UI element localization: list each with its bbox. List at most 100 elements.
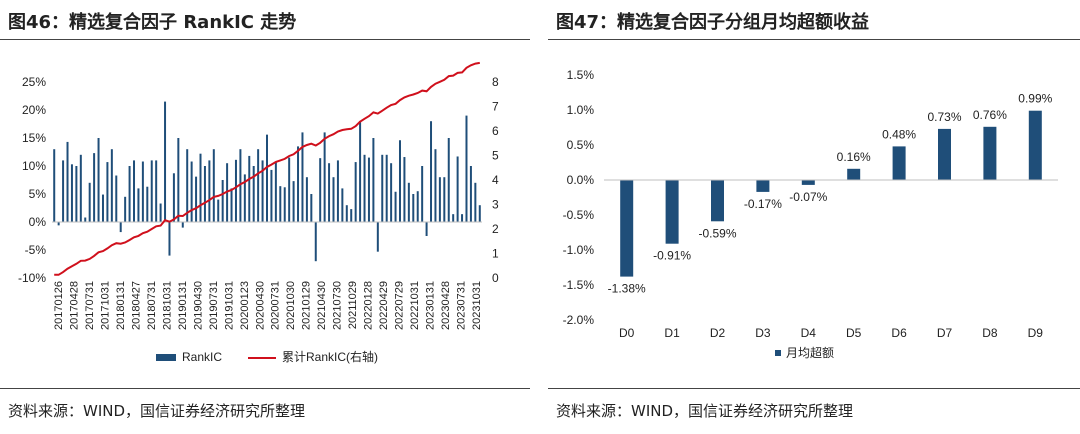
y-left-tick-label: 15% xyxy=(22,131,46,145)
rankic-bar xyxy=(230,188,233,222)
rankic-bar xyxy=(447,138,450,222)
rankic-bar xyxy=(367,157,370,222)
rankic-bar xyxy=(221,180,224,222)
rankic-bar xyxy=(208,160,211,222)
rankic-bar xyxy=(372,138,375,222)
legend-cumulative-label: 累计RankIC(右轴) xyxy=(282,349,378,364)
y-tick-label: -1.0% xyxy=(563,243,595,257)
rankic-bar xyxy=(93,153,96,222)
y-left-tick-label: 0% xyxy=(29,215,47,229)
rankic-bar xyxy=(155,160,158,222)
rankic-bar xyxy=(261,160,264,222)
x-category-label: D3 xyxy=(755,326,771,340)
rankic-bar xyxy=(288,157,291,222)
bar-value-label: 0.76% xyxy=(973,108,1007,122)
rankic-bar xyxy=(53,149,56,222)
x-tick-label: 20230428 xyxy=(440,281,452,330)
rankic-bar xyxy=(186,149,189,222)
rankic-bar xyxy=(75,166,78,222)
left-title-divider xyxy=(0,39,530,40)
rankic-bar xyxy=(323,132,326,222)
x-tick-label: 20230731 xyxy=(456,281,468,330)
rankic-bar xyxy=(97,138,100,222)
x-tick-label: 20211029 xyxy=(347,281,359,329)
rankic-bar xyxy=(199,153,202,222)
y-right-tick-label: 6 xyxy=(492,124,499,138)
rankic-bar xyxy=(195,176,198,222)
y-right-tick-label: 2 xyxy=(492,222,499,236)
rankic-bar xyxy=(443,177,446,222)
rankic-bar xyxy=(84,217,87,222)
x-tick-label: 20170731 xyxy=(84,281,96,330)
rankic-bar xyxy=(190,161,193,222)
rankic-bar xyxy=(310,194,313,222)
left-chart-title: 图46：精选复合因子 RankIC 走势 xyxy=(8,12,297,33)
y-right-tick-label: 0 xyxy=(492,271,499,285)
decile-bar xyxy=(983,126,997,180)
rankic-bar xyxy=(336,160,339,222)
x-category-label: D8 xyxy=(982,326,998,340)
y-tick-label: -0.5% xyxy=(563,208,595,222)
rankic-bar xyxy=(106,162,109,222)
cumulative-rankic-line xyxy=(54,61,480,276)
right-source-divider xyxy=(548,388,1080,389)
x-tick-label: 20180731 xyxy=(146,281,158,330)
x-category-label: D2 xyxy=(710,326,726,340)
rankic-bar xyxy=(430,121,433,222)
decile-bar xyxy=(756,180,770,192)
group-excess-return-chart: -2.0% -1.5% -1.0% -0.5% 0.0% 0.5% 1.0% 1.5% -1.3… xyxy=(563,68,1058,360)
decile-bar xyxy=(892,146,906,180)
x-tick-label: 20201030 xyxy=(285,281,297,330)
left-source-divider xyxy=(0,388,530,389)
x-tick-label: 20210730 xyxy=(332,281,344,330)
rankic-bar xyxy=(394,191,397,222)
bar-value-label: 0.99% xyxy=(1018,92,1052,106)
rankic-bar xyxy=(137,188,140,222)
rankic-bar xyxy=(425,222,428,236)
y-tick-label: 0.5% xyxy=(567,138,595,152)
x-category-label: D0 xyxy=(619,326,635,340)
y-left-tick-label: 20% xyxy=(22,103,46,117)
rankic-bar xyxy=(252,166,255,222)
legend-rankic-label: RankIC xyxy=(182,350,222,364)
rankic-bar xyxy=(385,154,388,222)
rankic-bar xyxy=(345,205,348,222)
right-chart-panel: 图47：精选复合因子分组月均超额收益 -2.0% -1.5% -1.0% -0.5% 0… xyxy=(548,0,1080,434)
rankic-bar xyxy=(62,160,65,222)
rankic-bar xyxy=(452,214,455,222)
decile-bar xyxy=(620,180,634,277)
rankic-bar xyxy=(341,188,344,222)
rankic-bar xyxy=(66,141,69,222)
rankic-bar xyxy=(279,186,282,222)
rankic-bar xyxy=(407,182,410,222)
x-category-label: D6 xyxy=(891,326,907,340)
y-tick-label: 1.0% xyxy=(567,103,595,117)
y-tick-label: 1.5% xyxy=(567,68,595,82)
x-tick-label: 20170126 xyxy=(53,281,65,330)
rankic-bar xyxy=(376,222,379,252)
bar-value-label: -0.17% xyxy=(744,197,782,211)
rankic-bar xyxy=(217,199,220,222)
y-left-tick-label: 5% xyxy=(29,187,47,201)
x-tick-label: 20220128 xyxy=(363,281,375,330)
decile-bar xyxy=(938,128,951,180)
decile-bar xyxy=(801,180,815,185)
rankic-bar xyxy=(461,214,464,222)
x-tick-label: 20190731 xyxy=(208,281,220,330)
rankic-bar xyxy=(248,155,251,222)
x-tick-label: 20171031 xyxy=(99,281,111,330)
rankic-bar xyxy=(110,149,113,222)
rankic-bar xyxy=(79,154,82,222)
rankic-bar xyxy=(398,140,401,222)
decile-bar xyxy=(847,168,861,180)
rankic-bar xyxy=(124,196,127,222)
rankic-bar xyxy=(456,156,459,222)
bar-value-label: 0.48% xyxy=(882,127,916,141)
rankic-bar xyxy=(270,169,273,222)
rankic-bar xyxy=(141,161,144,222)
bar-value-label: -0.91% xyxy=(653,249,691,263)
rankic-bar xyxy=(159,203,162,222)
legend-swatch xyxy=(775,350,781,356)
rankic-bar xyxy=(474,182,477,222)
rankic-bar xyxy=(203,166,206,222)
